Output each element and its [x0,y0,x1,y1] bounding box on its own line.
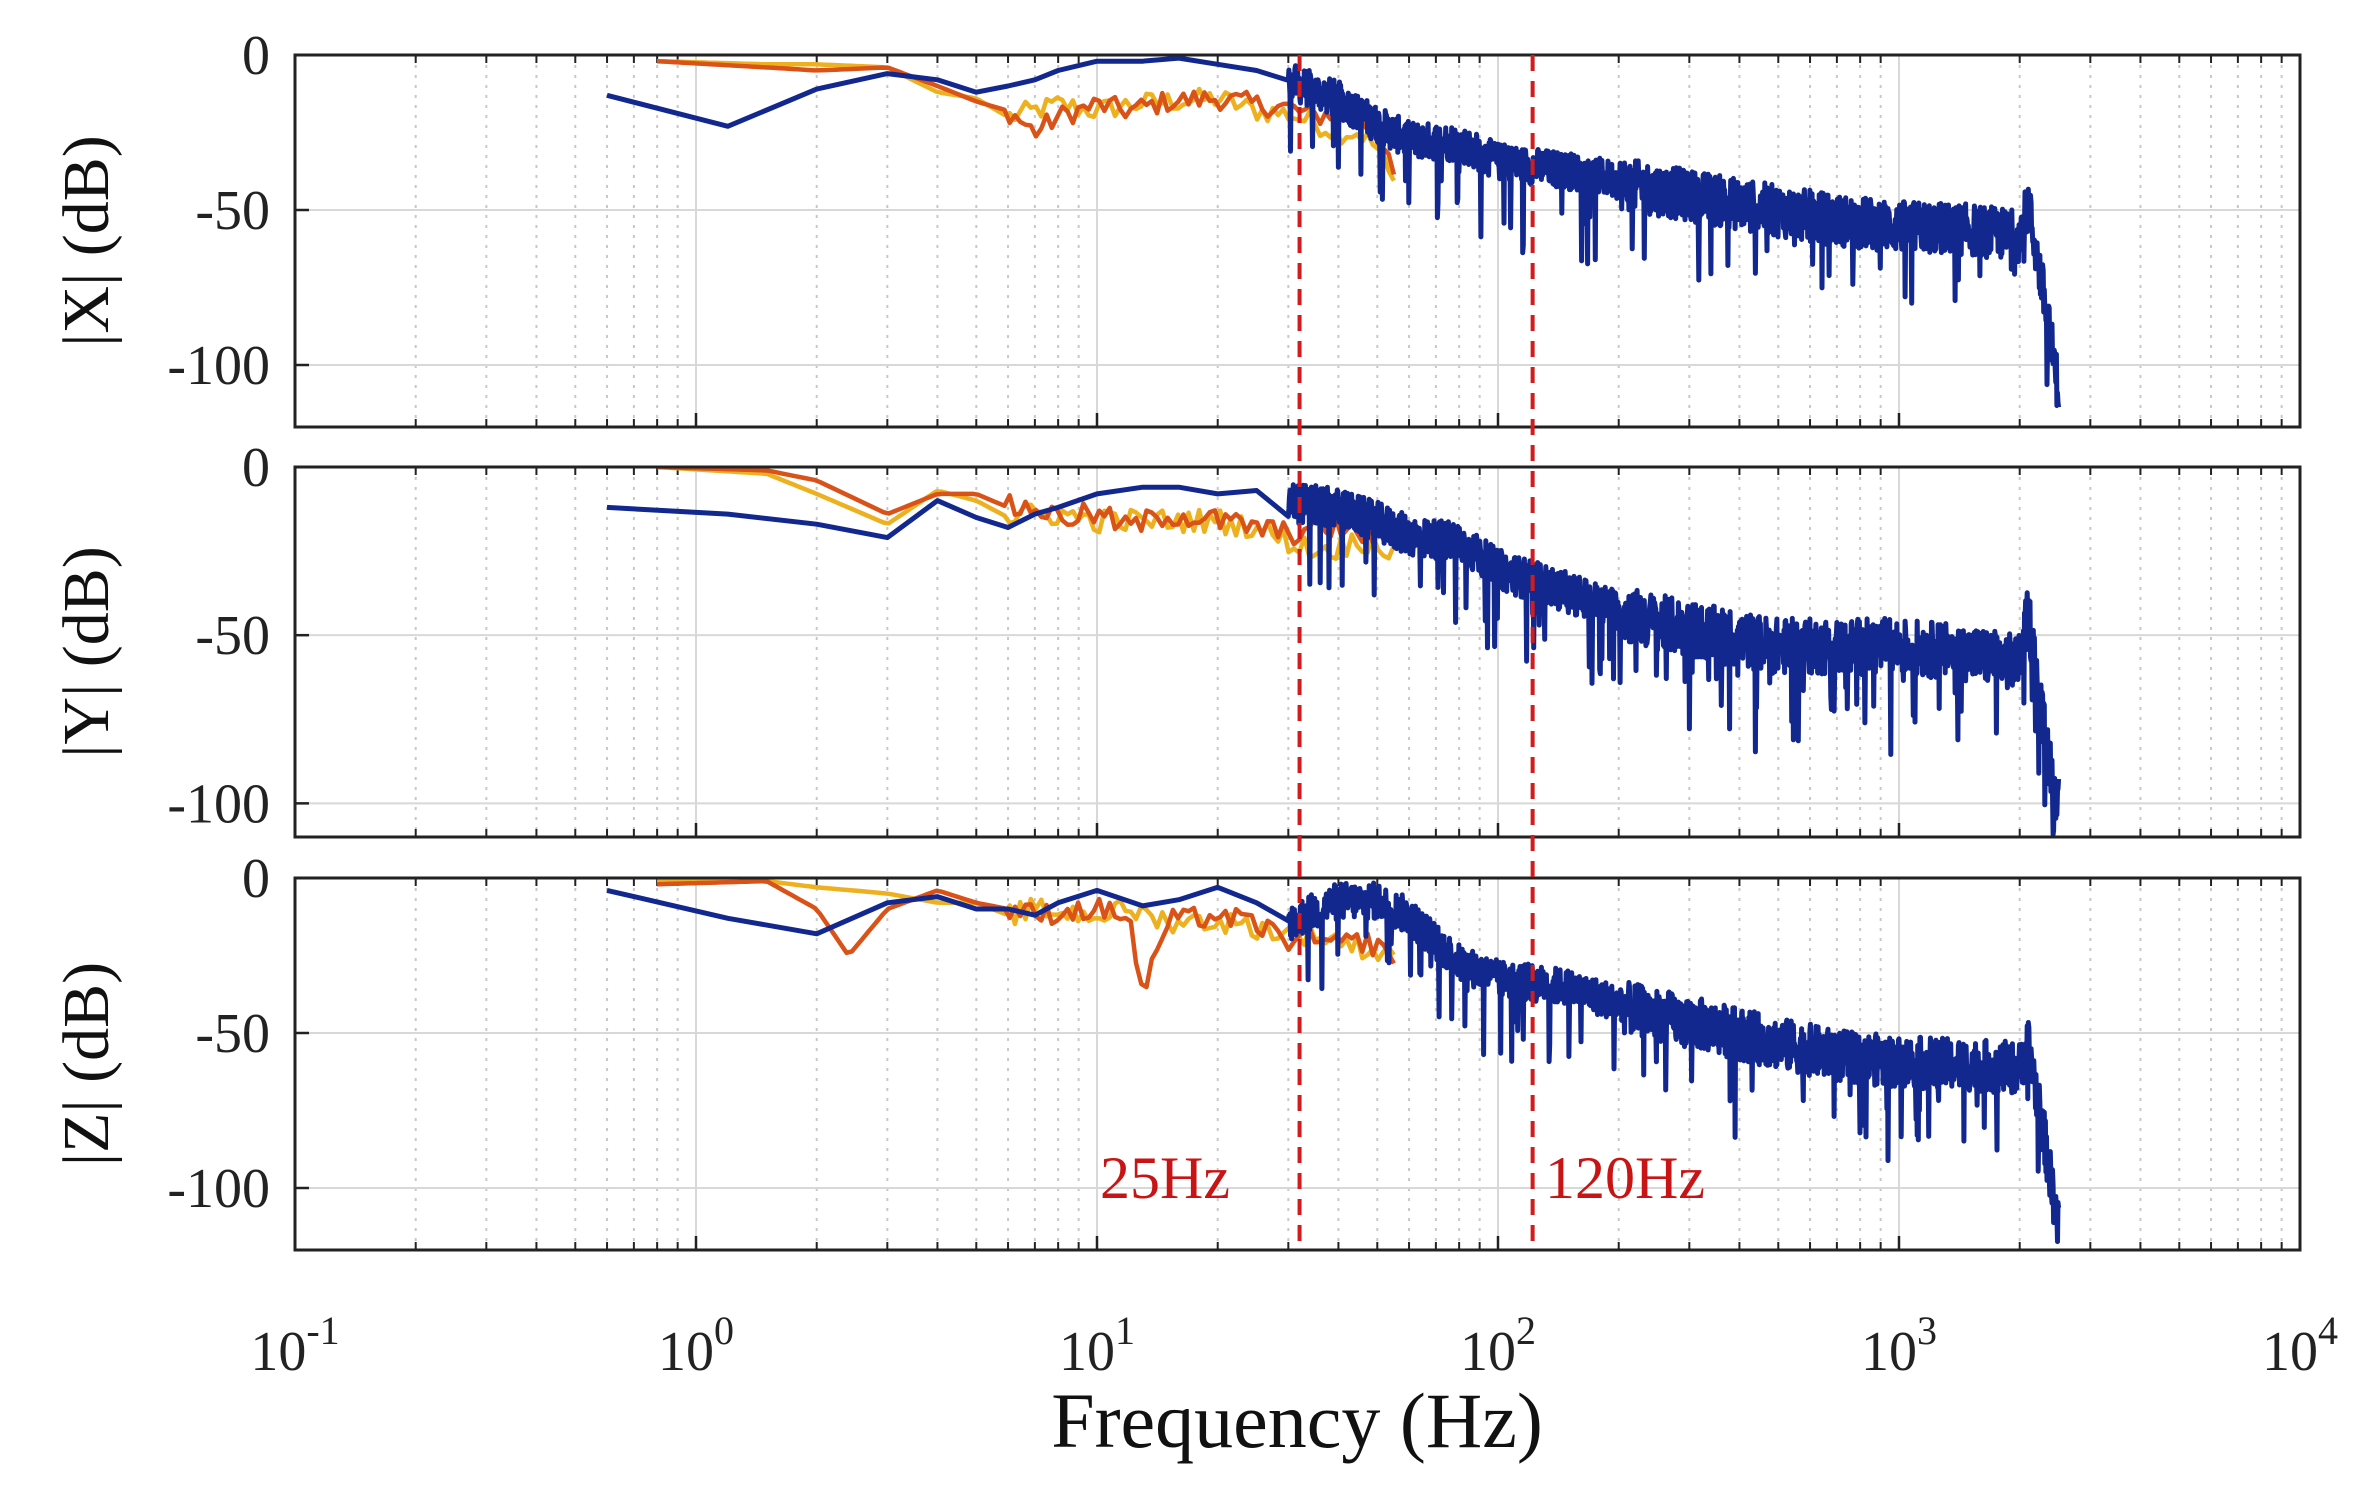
ylabel-y: |Y| (dB) [50,546,123,758]
panel-z: 0 -50 -100 |Z| (dB) [50,848,2302,1252]
x-tick-label: 102 [1460,1308,1536,1383]
panel-y: 0 -50 -100 |Y| (dB) [50,437,2302,839]
series-orange-z [657,878,1396,990]
x-tick-label: 101 [1059,1308,1135,1383]
y-tick-label: -100 [167,335,270,397]
x-tick-labels: 10-1 100 101 102 103 104 [250,1308,2338,1383]
y-tick-label: -100 [167,773,270,835]
y-tick-label: -50 [195,1003,270,1065]
ylabel-x: |X| (dB) [50,135,123,347]
frame-z [293,876,2302,1252]
series-dark_blue-x [606,55,2062,409]
series-dark_blue-y [606,482,2062,837]
series-orange-x [656,58,1397,176]
frame-y [293,465,2302,839]
ylabel-z: |Z| (dB) [50,962,123,1166]
y-tick-label: 0 [242,437,270,499]
yticks-y: 0 -50 -100 [167,437,270,835]
y-tick-label: 0 [242,25,270,87]
grid-z [293,876,2302,1250]
y-tick-label: 0 [242,848,270,910]
marker-label-120hz: 120Hz [1545,1145,1705,1211]
x-tick-label: 104 [2262,1308,2338,1383]
x-tick-label: 103 [1861,1308,1937,1383]
series-orange-y [657,467,1397,547]
traces-y [606,467,2062,837]
series-dark_blue-z [606,880,2062,1245]
yticks-z: 0 -50 -100 [167,848,270,1220]
traces-x [606,55,2062,409]
series-yellow-z [657,878,1396,963]
panel-x: 0 -50 -100 |X| (dB) [50,25,2302,429]
marker-label-25hz: 25Hz [1100,1145,1230,1211]
x-axis-label: Frequency (Hz) [1051,1377,1543,1464]
y-tick-label: -50 [195,605,270,667]
x-tick-label: 10-1 [250,1308,339,1383]
frame-x [293,53,2302,429]
yticks-x: 0 -50 -100 [167,25,270,397]
y-tick-label: -50 [195,180,270,242]
traces-z [606,878,2062,1245]
x-tick-label: 100 [658,1308,734,1383]
frequency-markers [1297,55,1535,1250]
y-tick-label: -100 [167,1158,270,1220]
